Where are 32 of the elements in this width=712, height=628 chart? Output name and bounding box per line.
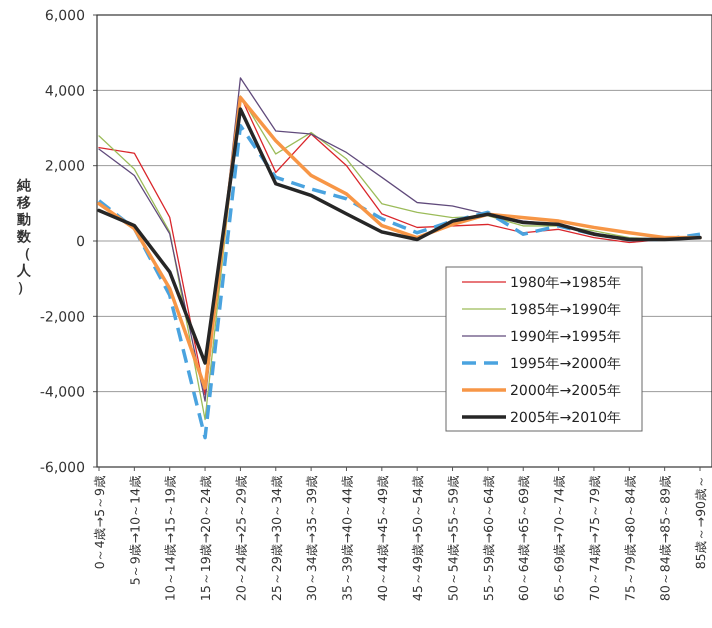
- x-tick-label: 45～49歳→50～54歳: [410, 475, 426, 602]
- x-tick-label: 30～34歳→35～39歳: [304, 475, 320, 602]
- x-tick-label: 5～9歳→10～14歳: [127, 475, 142, 586]
- x-tick-label: 0～4歳→5～9歳: [92, 475, 107, 570]
- y-tick-label: -6,000: [40, 460, 85, 476]
- x-tick-label: 55～59歳→60～64歳: [480, 475, 496, 602]
- x-tick-label: 50～54歳→55～59歳: [446, 475, 461, 602]
- legend-label: 2005年→2010年: [510, 410, 621, 426]
- x-tick-label: 75～79歳→80～84歳: [622, 475, 638, 602]
- y-tick-label: 2,000: [44, 158, 85, 175]
- x-tick-label: 35～39歳→40～44歳: [339, 475, 354, 602]
- y-tick-label: -4,000: [40, 384, 85, 401]
- legend-label: 1985年→1990年: [510, 302, 621, 318]
- legend-label: 1995年→2000年: [510, 356, 621, 372]
- legend-label: 2000年→2005年: [510, 383, 621, 399]
- x-tick-label: 80～84歳→85～89歳: [658, 475, 673, 602]
- x-tick-label: 70～74歳→75～79歳: [586, 475, 602, 602]
- legend-label: 1990年→1995年: [510, 329, 621, 345]
- x-tick-label: 65～69歳→70～74歳: [552, 475, 567, 602]
- x-tick-label: 20～24歳→25～29歳: [233, 475, 248, 602]
- x-tick-label: 10～14歳→15～19歳: [162, 475, 178, 602]
- legend-label: 1980年→1985年: [510, 275, 621, 291]
- x-tick-label: 85歳～→90歳～: [693, 475, 708, 570]
- y-tick-label: 0: [76, 234, 85, 250]
- x-tick-label: 25～29歳→30～34歳: [268, 475, 284, 602]
- x-tick-label: 40～44歳→45～49歳: [374, 475, 390, 602]
- x-tick-label: 15～19歳→20～24歳: [198, 475, 214, 602]
- y-tick-label: 4,000: [44, 83, 85, 100]
- x-tick-label: 60～64歳→65～69歳: [516, 475, 532, 602]
- y-tick-label: -2,000: [40, 309, 85, 326]
- y-tick-label: 6,000: [44, 8, 85, 24]
- y-axis-title: 純移動数（人）: [16, 178, 32, 296]
